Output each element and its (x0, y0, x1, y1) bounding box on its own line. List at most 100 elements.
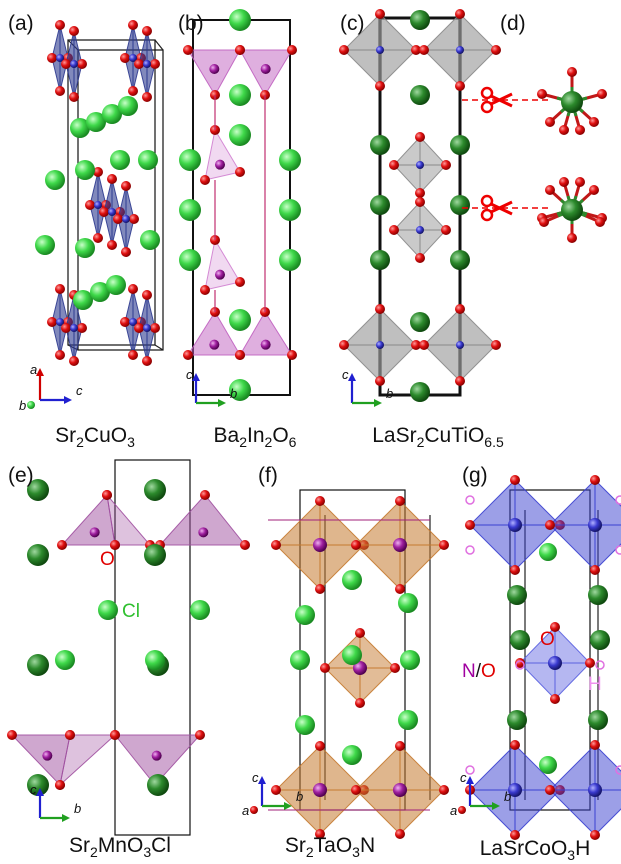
atom (118, 96, 138, 116)
cell (114, 459, 191, 836)
atom (439, 785, 449, 795)
atom (351, 785, 361, 795)
atom (589, 185, 599, 195)
atom (279, 199, 301, 221)
atom (183, 45, 193, 55)
scissors (480, 208, 494, 222)
atom (229, 309, 251, 331)
atom (45, 170, 65, 190)
atom (355, 698, 365, 708)
atom (315, 584, 325, 594)
atom (398, 710, 418, 730)
atom (508, 783, 522, 797)
atom (395, 584, 405, 594)
atom (200, 285, 210, 295)
formula-part: MnO (98, 834, 144, 857)
atom (75, 160, 95, 180)
atom (561, 199, 583, 221)
panel-label: (a) (8, 12, 34, 35)
panel-label: (b) (178, 12, 204, 35)
atom (110, 540, 120, 550)
atom (27, 479, 49, 501)
atom (395, 496, 405, 506)
atom (416, 161, 424, 169)
atom (106, 275, 126, 295)
axis-arrowhead (192, 373, 200, 381)
atom (77, 59, 87, 69)
line (154, 344, 164, 351)
formula-part: 6 (289, 434, 297, 450)
line (490, 94, 513, 108)
atom-label: H (588, 674, 602, 695)
axis-arrowhead (258, 776, 266, 784)
atom (539, 756, 557, 774)
atom (398, 593, 418, 613)
atom (27, 774, 49, 796)
atom (73, 290, 93, 310)
formula: LaSrCoO3H (480, 837, 591, 863)
atom (229, 84, 251, 106)
atom (353, 661, 367, 675)
atom (515, 658, 525, 668)
axis-label: b (230, 386, 237, 401)
atom (510, 475, 520, 485)
atom (61, 323, 71, 333)
atom (295, 605, 315, 625)
atom (410, 85, 430, 105)
polyhedron (59, 734, 117, 787)
atom (419, 340, 429, 350)
atom (567, 67, 577, 77)
axis-label: b (504, 789, 511, 804)
formula-part: 6.5 (484, 434, 504, 450)
atom (339, 45, 349, 55)
atom (65, 730, 75, 740)
atom (145, 650, 165, 670)
labels: (a)Sr2CuO3abc(b)Ba2In2O6cb(c)LaSr2CuTiO6… (8, 12, 602, 863)
atom (441, 160, 451, 170)
polyhedron (158, 494, 247, 546)
axis-arrowhead (492, 802, 500, 810)
formula-part: LaSr (372, 424, 416, 447)
axis-label: a (30, 362, 37, 377)
h-atom (595, 660, 605, 670)
polyhedron (187, 311, 241, 356)
atom (143, 324, 151, 332)
atom (27, 401, 35, 409)
atom (150, 323, 160, 333)
atom (240, 540, 250, 550)
axis-label: c (76, 383, 83, 398)
atom (179, 149, 201, 171)
atom (588, 518, 602, 532)
atom (510, 630, 530, 650)
atom (90, 282, 110, 302)
atom (108, 208, 116, 216)
atom (260, 64, 271, 74)
atom (86, 112, 106, 132)
atom (342, 570, 362, 590)
atom (107, 174, 117, 184)
atom (589, 117, 599, 127)
atom (69, 92, 79, 102)
atom (450, 250, 470, 270)
atom (395, 829, 405, 839)
axis-arrowhead (218, 399, 226, 407)
line (490, 92, 513, 106)
formula-part: 2 (90, 844, 98, 860)
atom (69, 356, 79, 366)
atom (179, 249, 201, 271)
atom (57, 540, 67, 550)
formula-part: 3 (567, 847, 575, 863)
h-atom (465, 495, 475, 505)
axis-arrowhead (466, 776, 474, 784)
atom (55, 20, 65, 30)
atom (376, 341, 384, 349)
atom-label-part: / (476, 661, 482, 682)
line (490, 202, 513, 216)
axis-label: a (450, 803, 457, 818)
atom (142, 290, 152, 300)
atom (419, 45, 429, 55)
atom (559, 177, 569, 187)
atom (200, 490, 210, 500)
atom (510, 565, 520, 575)
